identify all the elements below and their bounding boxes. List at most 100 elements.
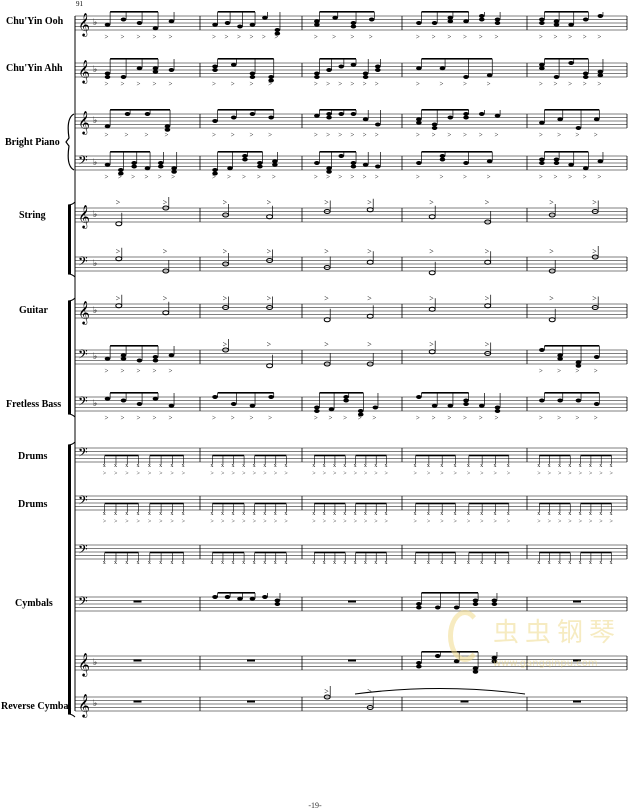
x-notehead: x (159, 511, 162, 517)
accent-mark: > (454, 519, 458, 525)
accent-mark: > (105, 80, 109, 88)
accent-mark: > (324, 340, 329, 349)
accent-mark: > (118, 173, 122, 181)
x-notehead: x (537, 511, 540, 517)
accent-mark: > (152, 367, 156, 375)
x-notehead: x (170, 511, 173, 517)
x-notehead: x (125, 463, 128, 469)
accent-mark: > (263, 519, 267, 525)
note-head (472, 669, 479, 674)
watermark: 虫虫钢琴 www.gangqinpu.com (448, 610, 628, 670)
x-notehead: x (263, 511, 266, 517)
x-notehead: x (548, 463, 551, 469)
x-notehead: x (263, 560, 266, 566)
note-head (434, 605, 441, 610)
x-notehead: x (440, 463, 443, 469)
note-head (597, 14, 604, 18)
note-head (472, 666, 479, 671)
accent-mark: > (354, 471, 358, 477)
x-notehead: x (507, 463, 510, 469)
note-head (326, 68, 332, 72)
note-head (230, 402, 237, 406)
group-bracket (68, 301, 71, 414)
accent-mark: > (148, 471, 152, 477)
note-head (268, 75, 274, 79)
note-head (120, 75, 127, 79)
accent-mark: > (568, 80, 572, 88)
accent-mark: > (367, 294, 372, 303)
beam (539, 502, 571, 505)
accent-mark: > (557, 131, 561, 139)
note-head (242, 154, 248, 158)
staff-label-guitar: Guitar (19, 305, 48, 316)
note-head (486, 73, 493, 78)
x-notehead: x (103, 463, 106, 469)
note-head (439, 157, 446, 162)
x-notehead: x (323, 560, 326, 566)
beam (217, 392, 274, 394)
note-head (268, 395, 274, 399)
x-notehead: x (210, 463, 213, 469)
flat-icon: ♭ (93, 210, 97, 220)
accent-mark: > (429, 198, 434, 207)
x-notehead: x (493, 511, 496, 517)
x-notehead: x (323, 511, 326, 517)
accent-mark: > (210, 471, 214, 477)
accent-mark: > (163, 247, 168, 256)
accent-mark: > (594, 131, 598, 139)
accent-mark: > (231, 414, 235, 422)
x-notehead: x (568, 560, 571, 566)
accent-mark: > (136, 80, 140, 88)
note-head (104, 124, 111, 129)
accent-mark: > (539, 131, 543, 139)
accent-mark: > (575, 367, 579, 375)
note-head (120, 398, 127, 403)
beam (104, 502, 139, 505)
x-notehead: x (114, 463, 117, 469)
note-head (249, 112, 256, 116)
flat-icon: ♭ (93, 658, 97, 668)
x-notehead: x (312, 560, 315, 566)
accent-mark: > (249, 414, 253, 422)
beam (319, 392, 364, 394)
accent-mark: > (164, 131, 168, 139)
accent-mark: > (326, 80, 330, 88)
beam (319, 151, 357, 153)
accent-mark: > (159, 471, 163, 477)
accent-mark: > (332, 33, 336, 41)
beam (149, 502, 184, 505)
note-head (314, 409, 320, 413)
x-notehead: x (610, 560, 613, 566)
x-notehead: x (467, 511, 470, 517)
accent-mark: > (432, 414, 436, 422)
accent-mark: > (467, 471, 471, 477)
accent-mark: > (242, 471, 246, 477)
half-note (115, 221, 123, 227)
note-head (362, 117, 369, 122)
accent-mark: > (416, 80, 420, 88)
accent-mark: > (549, 198, 554, 207)
bass-clef-icon: 𝄢 (78, 153, 88, 171)
x-notehead: x (312, 511, 315, 517)
note-head (539, 398, 545, 403)
note-head (491, 655, 498, 660)
accent-mark: > (274, 33, 278, 41)
accent-mark: > (539, 80, 543, 88)
group-bracket-end (67, 201, 76, 278)
x-notehead: x (364, 463, 367, 469)
note-head (447, 115, 454, 120)
note-head (463, 161, 469, 165)
accent-mark: > (253, 519, 257, 525)
x-notehead: x (242, 463, 245, 469)
note-head (104, 356, 111, 361)
accent-mark: > (427, 519, 431, 525)
accent-mark: > (414, 471, 418, 477)
beam (254, 454, 287, 457)
accent-mark: > (432, 131, 436, 139)
note-head (494, 113, 501, 118)
accent-mark: > (223, 294, 228, 303)
bass-clef-icon: 𝄢 (78, 394, 88, 412)
note-head (168, 68, 175, 72)
flat-icon: ♭ (93, 699, 97, 709)
note-head (314, 22, 320, 27)
